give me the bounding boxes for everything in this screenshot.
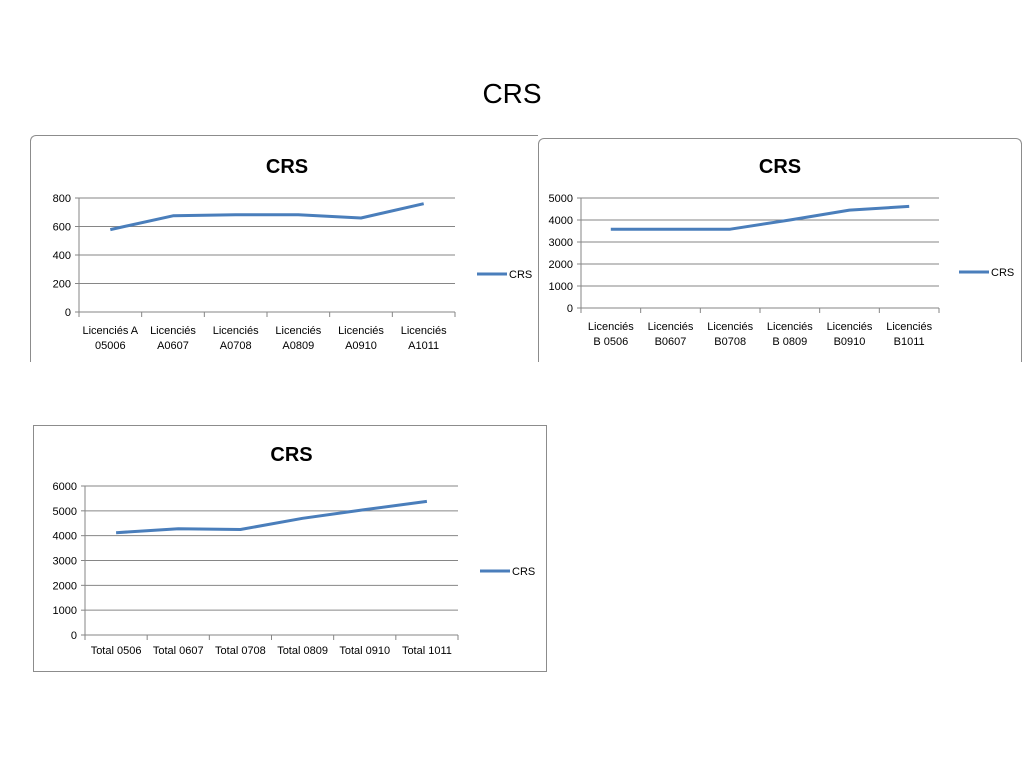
y-tick-label: 3000 xyxy=(549,237,573,249)
x-tick-label: Total 0910 xyxy=(339,645,390,657)
x-tick-label: Licenciés xyxy=(338,325,384,337)
legend-label: CRS xyxy=(512,566,535,578)
series-line xyxy=(610,204,910,231)
x-tick-label: Licenciés xyxy=(707,321,753,333)
x-tick-label: Total 0708 xyxy=(215,645,266,657)
y-tick-label: 400 xyxy=(53,250,71,262)
y-tick-label: 5000 xyxy=(549,193,573,205)
chart-title: CRS xyxy=(266,156,308,178)
chart-licencies-a: CRS 0 200 400 600 800 Licenciés A 05006 Licencié… xyxy=(30,135,538,362)
legend-label: CRS xyxy=(509,269,532,281)
chart-licencies-a-svg: CRS 0 200 400 600 800 Licenciés A 05006 Licencié… xyxy=(53,156,533,352)
x-tick-label: 05006 xyxy=(95,340,126,352)
y-tick-label: 4000 xyxy=(53,531,77,543)
y-tick-label: 5000 xyxy=(53,506,77,518)
y-tick-label: 6000 xyxy=(53,481,77,493)
legend-label: CRS xyxy=(991,267,1014,279)
y-tick-label: 3000 xyxy=(53,556,77,568)
x-tick-label: Licenciés xyxy=(150,325,196,337)
x-tick-label: Total 0809 xyxy=(277,645,328,657)
y-tick-label: 4000 xyxy=(549,215,573,227)
x-tick-label: A0708 xyxy=(220,340,252,352)
x-tick-label: B 0809 xyxy=(772,336,807,348)
chart-total: CRS 0 1000 2000 3000 4000 5000 6000 Total 0506 To… xyxy=(33,425,547,672)
y-tick-label: 800 xyxy=(53,193,71,205)
y-tick-label: 2000 xyxy=(549,259,573,271)
x-tick-label: Licenciés xyxy=(827,321,873,333)
chart-total-svg: CRS 0 1000 2000 3000 4000 5000 6000 Total 0506 To… xyxy=(53,444,536,657)
x-tick-label: B 0506 xyxy=(593,336,628,348)
x-tick-label: A0809 xyxy=(282,340,314,352)
x-tick-label: Licenciés xyxy=(767,321,813,333)
y-tick-label: 2000 xyxy=(53,580,77,592)
x-tick-label: A1011 xyxy=(408,340,439,352)
x-tick-label: Licenciés xyxy=(648,321,694,333)
series-line xyxy=(116,499,428,535)
x-tick-label: Licenciés xyxy=(401,325,447,337)
x-tick-label: B0708 xyxy=(714,336,746,348)
y-tick-label: 600 xyxy=(53,222,71,234)
series-line xyxy=(109,202,425,232)
x-tick-label: B0607 xyxy=(655,336,687,348)
x-tick-label: Total 0607 xyxy=(153,645,204,657)
chart-licencies-b-svg: CRS 0 1000 2000 3000 4000 5000 Licenciés B 0506 L… xyxy=(549,156,1015,348)
x-tick-label: Total 0506 xyxy=(91,645,142,657)
chart-licencies-b: CRS 0 1000 2000 3000 4000 5000 Licenciés B 0506 L… xyxy=(538,138,1022,362)
chart-title: CRS xyxy=(759,156,801,178)
x-tick-label: A0607 xyxy=(157,340,189,352)
y-tick-label: 200 xyxy=(53,279,71,291)
x-tick-label: A0910 xyxy=(345,340,377,352)
x-tick-label: Licenciés xyxy=(275,325,321,337)
y-tick-label: 0 xyxy=(567,303,573,315)
y-tick-label: 0 xyxy=(65,307,71,319)
y-tick-label: 1000 xyxy=(53,605,77,617)
x-tick-label: Licenciés A xyxy=(83,325,139,337)
chart-title: CRS xyxy=(270,444,312,466)
y-tick-label: 0 xyxy=(71,630,77,642)
page-title: CRS xyxy=(482,78,542,109)
x-tick-label: B0910 xyxy=(834,336,866,348)
x-tick-label: Licenciés xyxy=(213,325,259,337)
x-tick-label: Licenciés xyxy=(886,321,932,333)
x-tick-label: Licenciés xyxy=(588,321,634,333)
x-tick-label: B1011 xyxy=(894,336,925,348)
x-tick-label: Total 1011 xyxy=(402,645,452,657)
y-tick-label: 1000 xyxy=(549,281,573,293)
